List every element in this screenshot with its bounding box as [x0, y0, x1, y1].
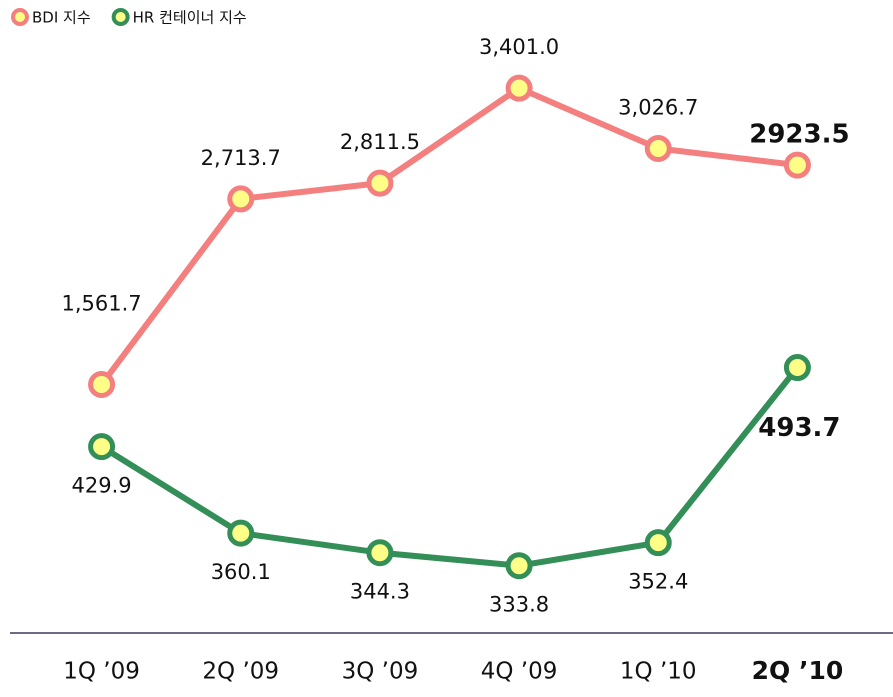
- legend-label: HR 컨테이너 지수: [133, 9, 247, 27]
- data-label: 352.4: [628, 570, 688, 594]
- point: [88, 371, 116, 399]
- data-label: 344.3: [350, 580, 410, 604]
- point: [227, 185, 255, 213]
- point: [644, 529, 672, 557]
- x-tick-label: 3Q ’09: [342, 659, 419, 685]
- x-tick-label: 1Q ’10: [620, 659, 697, 685]
- point: [227, 519, 255, 547]
- point: [783, 151, 811, 179]
- data-label: 2,811.5: [340, 130, 420, 154]
- point: [783, 354, 811, 382]
- x-tick-label: 2Q ’10: [752, 656, 844, 685]
- point: [366, 169, 394, 197]
- data-label: 360.1: [211, 560, 271, 584]
- data-label: 3,401.0: [479, 35, 559, 59]
- point: [366, 539, 394, 567]
- data-label: 1,561.7: [62, 292, 142, 316]
- point: [644, 134, 672, 162]
- data-label: 2,713.7: [201, 146, 281, 170]
- data-label: 333.8: [489, 593, 549, 617]
- series-line: [99, 85, 798, 387]
- point: [88, 433, 116, 461]
- legend-marker: [11, 8, 29, 26]
- legend-label: BDI 지수: [32, 9, 91, 27]
- x-tick-label: 1Q ’09: [63, 659, 140, 685]
- x-tick-label: 4Q ’09: [481, 659, 558, 685]
- data-label: 2923.5: [749, 120, 849, 150]
- data-label: 429.9: [72, 474, 132, 498]
- point: [505, 552, 533, 580]
- legend-marker: [111, 8, 130, 26]
- x-tick-label: 2Q ’09: [202, 659, 279, 685]
- series-line: [99, 365, 800, 569]
- data-label: 3,026.7: [618, 95, 698, 119]
- point: [505, 74, 533, 102]
- data-label: 493.7: [758, 413, 840, 443]
